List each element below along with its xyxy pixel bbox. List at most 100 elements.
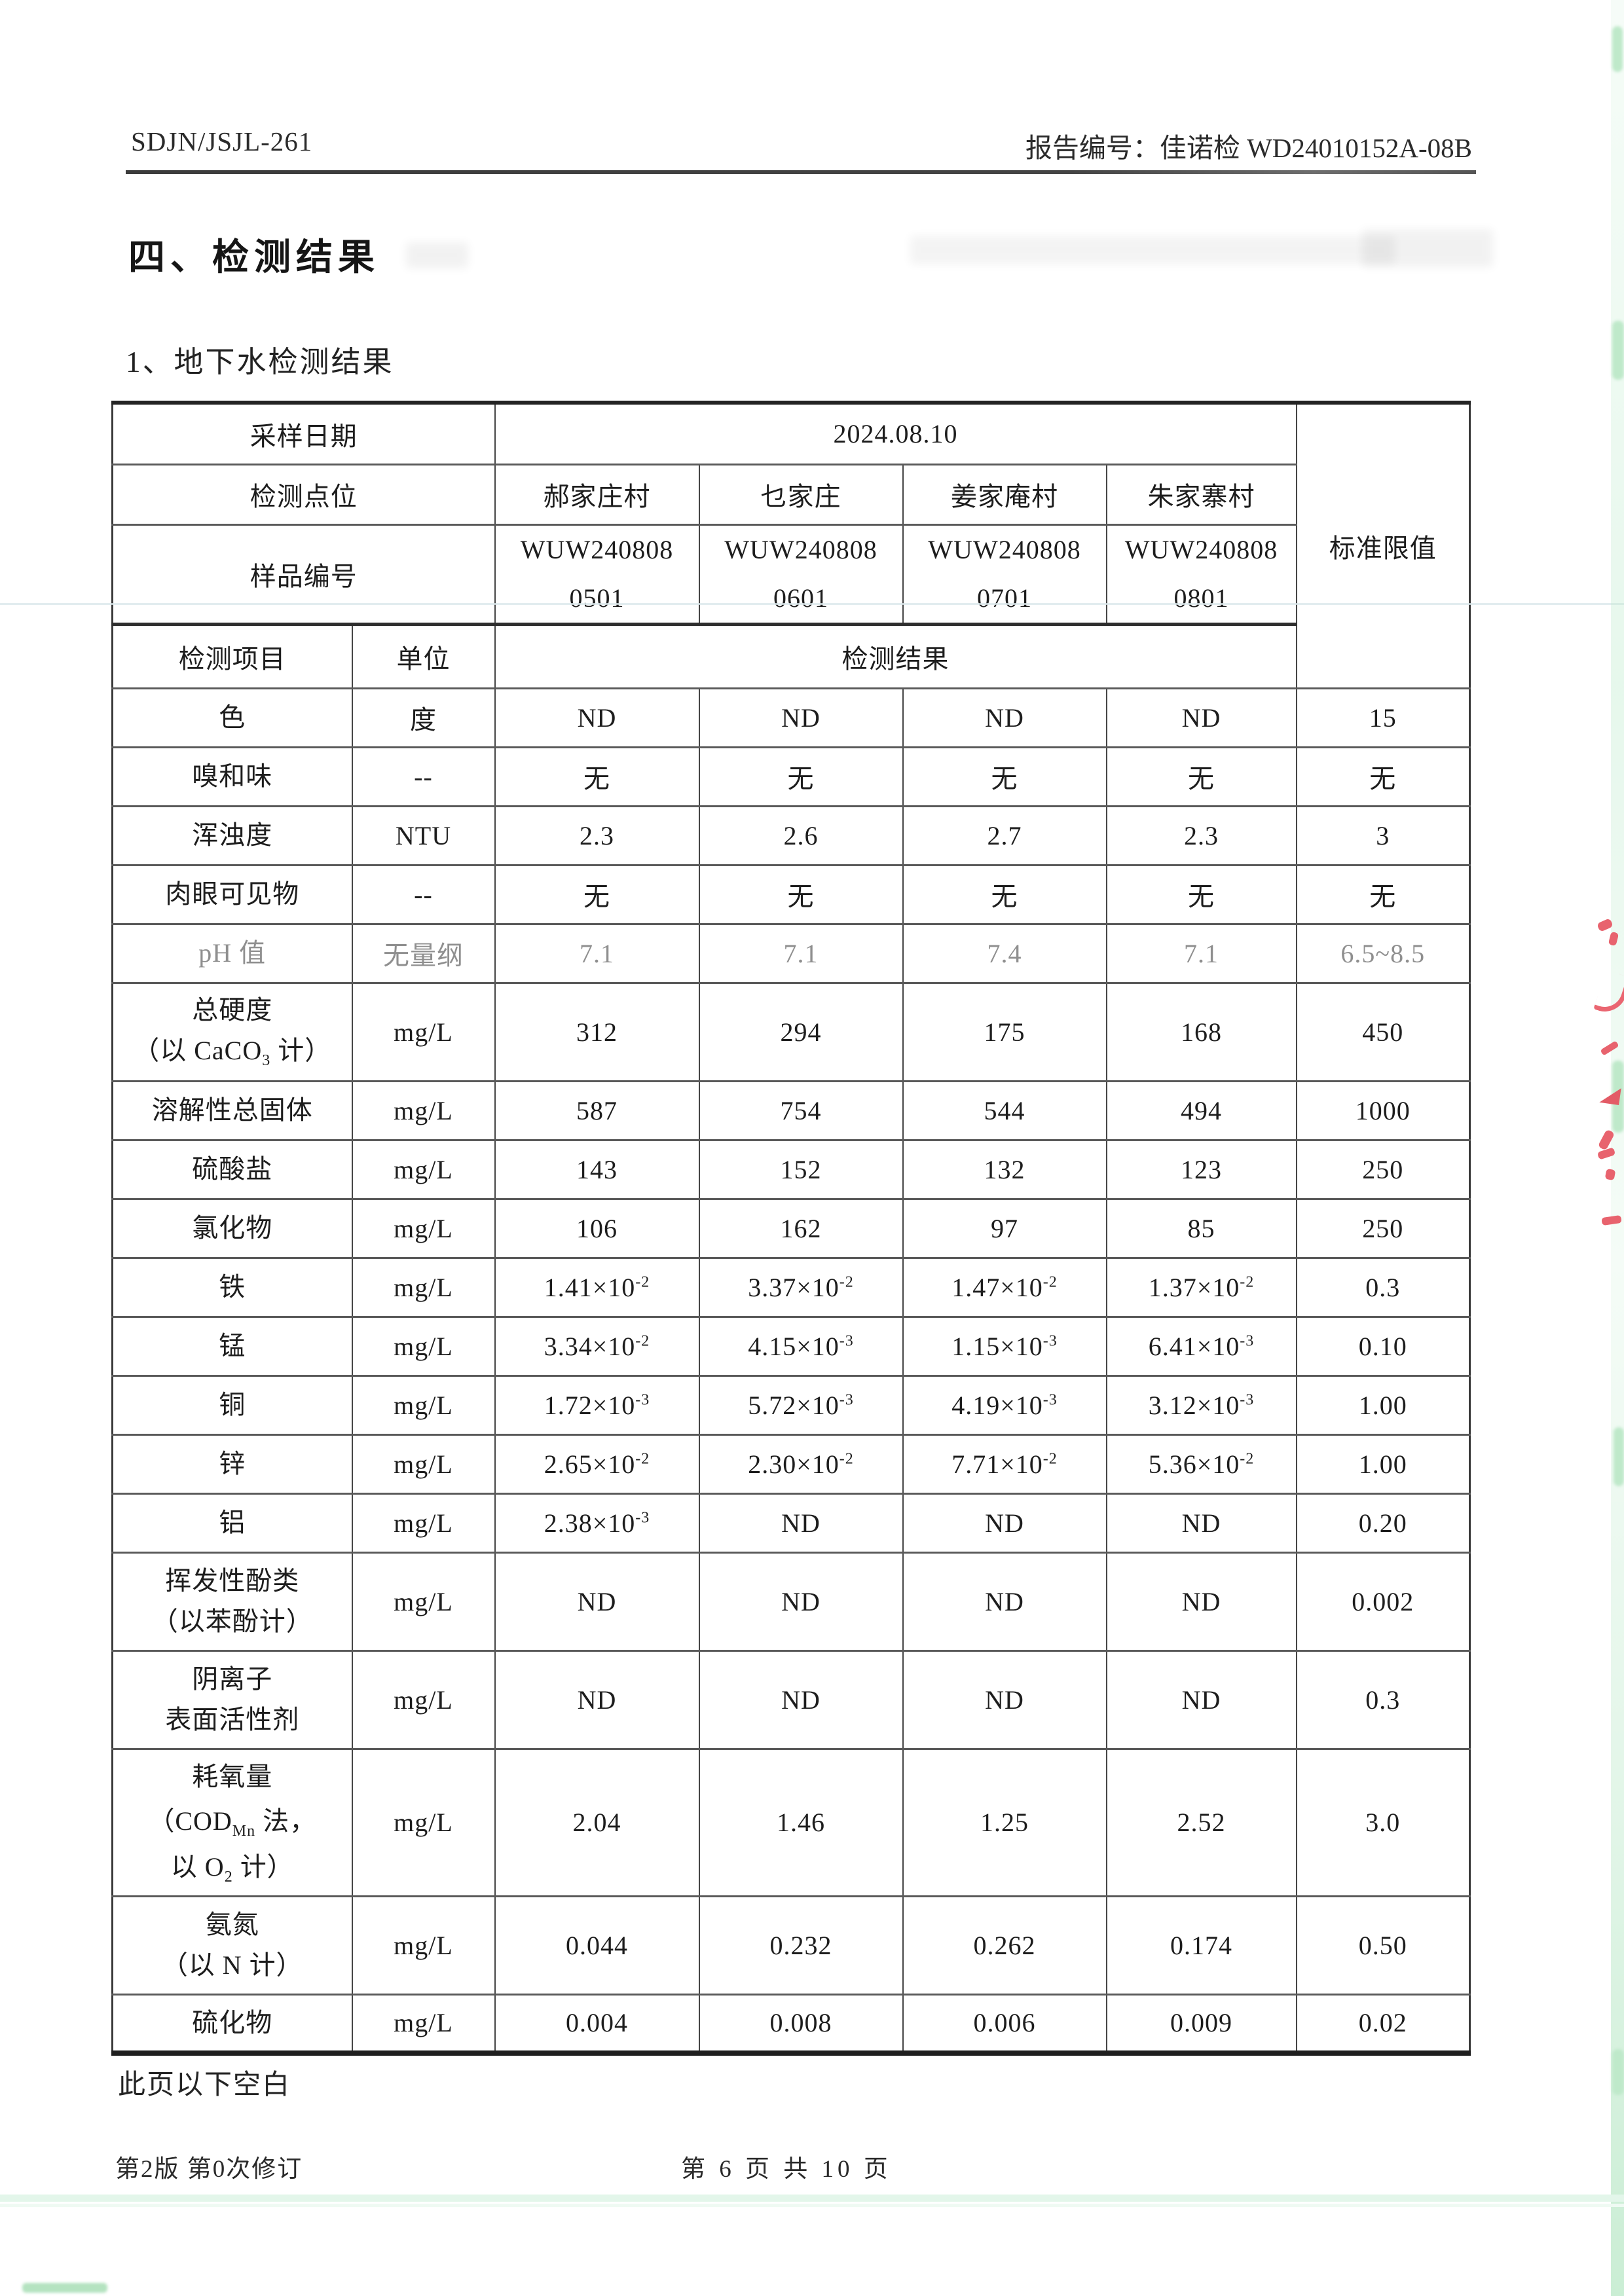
limit-cell: 1.00 bbox=[1295, 1433, 1471, 1495]
sampling-date-value: 2024.08.10 bbox=[494, 401, 1297, 465]
value-cell: 2.30×10-2 bbox=[698, 1433, 904, 1495]
sample-number: WUW240808 0501 bbox=[494, 523, 700, 626]
table-row: 耗氧量 （CODMn 法，以 O2 计） mg/L 2.04 1.46 1.25 2.52 3… bbox=[111, 1747, 1471, 1897]
value-cell: 无 bbox=[494, 746, 700, 807]
red-pen-mark bbox=[1599, 1085, 1621, 1105]
value-cell: 2.7 bbox=[902, 805, 1107, 866]
value-cell: 1.47×10-2 bbox=[902, 1256, 1107, 1318]
limit-cell: 250 bbox=[1295, 1139, 1471, 1200]
limit-cell: 0.50 bbox=[1295, 1895, 1471, 1995]
value-cell: 无 bbox=[698, 864, 904, 925]
item-cell: 浑浊度 bbox=[111, 805, 353, 866]
limit-cell: 250 bbox=[1295, 1197, 1471, 1259]
value-cell: ND bbox=[698, 1649, 904, 1750]
item-cell: 锰 bbox=[111, 1315, 353, 1377]
table-row: 硫化物 mg/L 0.004 0.008 0.006 0.009 0.02 bbox=[111, 1993, 1471, 2056]
unit-cell: mg/L bbox=[351, 1649, 496, 1750]
item-column-header: 检测项目 bbox=[111, 623, 353, 689]
sampling-date-label: 采样日期 bbox=[111, 401, 496, 465]
limit-cell: 0.20 bbox=[1295, 1492, 1471, 1554]
value-cell: 7.4 bbox=[902, 922, 1107, 984]
value-cell: 6.41×10-3 bbox=[1105, 1315, 1297, 1377]
value-cell: 无 bbox=[494, 864, 700, 925]
footer-page-number: 第 6 页 共 10 页 bbox=[681, 2156, 892, 2183]
unit-cell: mg/L bbox=[351, 1993, 496, 2056]
unit-cell: mg/L bbox=[351, 1256, 496, 1318]
item-cell: 总硬度 （以 CaCO3 计） bbox=[111, 981, 353, 1082]
value-cell: 152 bbox=[698, 1139, 904, 1200]
value-cell: 2.52 bbox=[1105, 1747, 1297, 1897]
table-row: 浑浊度 NTU 2.3 2.6 2.7 2.3 3 bbox=[111, 805, 1471, 866]
scan-green-blob bbox=[1612, 321, 1624, 380]
value-cell: ND bbox=[698, 1551, 904, 1652]
limit-cell: 1000 bbox=[1295, 1080, 1471, 1141]
limit-cell: 450 bbox=[1295, 981, 1471, 1082]
subsection-title: 1、地下水检测结果 bbox=[126, 346, 394, 378]
unit-cell: mg/L bbox=[351, 981, 496, 1082]
value-cell: 494 bbox=[1105, 1080, 1297, 1141]
item-cell: pH 值 bbox=[111, 922, 353, 984]
table-row: 锰 mg/L 3.34×10-2 4.15×10-3 1.15×10-3 6.41×10-… bbox=[111, 1315, 1471, 1377]
blank-note: 此页以下空白 bbox=[118, 2070, 291, 2100]
sample-number: WUW240808 0601 bbox=[698, 523, 904, 626]
value-cell: 1.15×10-3 bbox=[902, 1315, 1107, 1377]
unit-cell: mg/L bbox=[351, 1551, 496, 1652]
limit-cell: 0.10 bbox=[1295, 1315, 1471, 1377]
value-cell: 无 bbox=[902, 746, 1107, 807]
sample-number: WUW240808 0701 bbox=[902, 523, 1107, 626]
limit-cell: 0.02 bbox=[1295, 1993, 1471, 2056]
site-name: 郝家庄村 bbox=[494, 463, 700, 526]
item-cell: 氯化物 bbox=[111, 1197, 353, 1259]
table-row: 阴离子 表面活性剂 mg/L ND ND ND ND 0.3 bbox=[111, 1649, 1471, 1750]
value-cell: 3.12×10-3 bbox=[1105, 1374, 1297, 1436]
table-row: 总硬度 （以 CaCO3 计） mg/L 312 294 175 168 450 bbox=[111, 981, 1471, 1082]
table-row: 铁 mg/L 1.41×10-2 3.37×10-2 1.47×10-2 1.37×10-… bbox=[111, 1256, 1471, 1318]
limit-cell: 3 bbox=[1295, 805, 1471, 866]
table-row: 挥发性酚类 （以苯酚计） mg/L ND ND ND ND 0.002 bbox=[111, 1551, 1471, 1652]
table-row: 锌 mg/L 2.65×10-2 2.30×10-2 7.71×10-2 5.36×10-… bbox=[111, 1433, 1471, 1495]
value-cell: 5.36×10-2 bbox=[1105, 1433, 1297, 1495]
scan-green-blob bbox=[1612, 2049, 1624, 2095]
value-cell: 5.72×10-3 bbox=[698, 1374, 904, 1436]
value-cell: 无 bbox=[698, 746, 904, 807]
item-cell: 铜 bbox=[111, 1374, 353, 1436]
unit-cell: -- bbox=[351, 746, 496, 807]
table-row-column-headers: 检测项目 单位 检测结果 bbox=[111, 623, 1470, 689]
table-row-sampling-date: 采样日期 2024.08.10 标准限值 bbox=[111, 401, 1471, 689]
scan-green-blob bbox=[1612, 1061, 1624, 1133]
value-cell: 143 bbox=[494, 1139, 700, 1200]
report-number: 报告编号：佳诺检 WD24010152A-08B bbox=[1025, 133, 1472, 163]
limit-cell: 0.002 bbox=[1295, 1551, 1471, 1652]
section-title: 四、检测结果 bbox=[128, 238, 380, 278]
table-row: 肉眼可见物 -- 无无无无无 bbox=[111, 864, 1471, 925]
value-cell: 无 bbox=[1105, 864, 1297, 925]
sample-number: WUW240808 0801 bbox=[1105, 523, 1297, 626]
table-row: 铜 mg/L 1.72×10-3 5.72×10-3 4.19×10-3 3.12×10-… bbox=[111, 1374, 1471, 1436]
value-cell: ND bbox=[902, 1649, 1107, 1750]
site-label: 检测点位 bbox=[111, 463, 496, 526]
value-cell: 7.1 bbox=[1105, 922, 1297, 984]
value-cell: 无 bbox=[1105, 746, 1297, 807]
value-cell: ND bbox=[494, 1551, 700, 1652]
value-cell: ND bbox=[1105, 1649, 1297, 1750]
table-row: 硫酸盐 mg/L 143 152 132 123 250 bbox=[111, 1139, 1471, 1200]
unit-cell: 度 bbox=[351, 687, 496, 748]
value-cell: 162 bbox=[698, 1197, 904, 1259]
value-cell: 0.044 bbox=[494, 1895, 700, 1995]
value-cell: ND bbox=[1105, 1492, 1297, 1554]
limit-cell: 0.3 bbox=[1295, 1649, 1471, 1750]
item-cell: 肉眼可见物 bbox=[111, 864, 353, 925]
scan-footer-band bbox=[0, 2195, 1624, 2202]
limit-cell: 3.0 bbox=[1295, 1747, 1471, 1897]
footer-version: 第2版 第0次修订 bbox=[115, 2156, 303, 2183]
sample-no-label: 样品编号 bbox=[111, 523, 496, 626]
scan-smudge bbox=[910, 236, 1395, 264]
unit-cell: mg/L bbox=[351, 1197, 496, 1259]
unit-cell: mg/L bbox=[351, 1492, 496, 1554]
limit-column-header: 标准限值 bbox=[1295, 401, 1471, 689]
unit-cell: mg/L bbox=[351, 1895, 496, 1995]
table-row-sample-numbers: 样品编号 WUW240808 0501 WUW240808 0601 WUW2408… bbox=[111, 523, 1470, 626]
table-row: 氨氮 （以 N 计） mg/L 0.044 0.232 0.262 0.174 0.50 bbox=[111, 1895, 1471, 1995]
scan-smudge bbox=[1362, 229, 1493, 267]
value-cell: ND bbox=[494, 1649, 700, 1750]
